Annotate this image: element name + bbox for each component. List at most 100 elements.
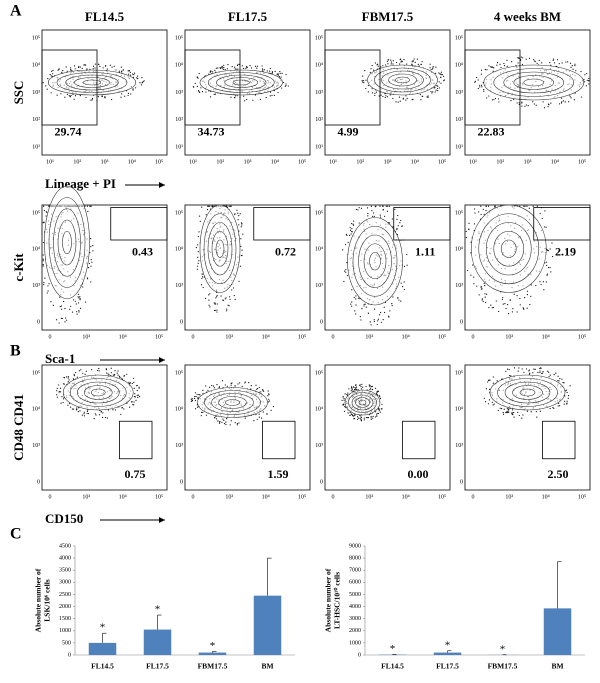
flow-y-tick: 10⁴ bbox=[455, 407, 463, 413]
y-tick-label: 0 bbox=[358, 652, 361, 658]
event-dot bbox=[370, 418, 372, 421]
event-dot bbox=[214, 303, 216, 305]
significance: * bbox=[210, 640, 216, 652]
event-dot bbox=[382, 208, 384, 211]
contour bbox=[76, 381, 120, 404]
event-dot bbox=[79, 66, 81, 68]
event-dot bbox=[79, 296, 81, 298]
event-dot bbox=[87, 409, 89, 411]
event-dot bbox=[521, 368, 523, 370]
event-dot bbox=[81, 67, 83, 69]
event-dot bbox=[361, 81, 364, 83]
event-dot bbox=[521, 105, 523, 107]
event-dot bbox=[194, 392, 197, 394]
flow-x-tick: 10⁵ bbox=[298, 159, 306, 165]
event-dot bbox=[56, 396, 58, 398]
event-dot bbox=[50, 301, 52, 303]
event-dot bbox=[90, 238, 92, 240]
x-tick-label: FL17.5 bbox=[146, 662, 169, 671]
event-dot bbox=[502, 303, 504, 305]
event-dot bbox=[200, 415, 202, 417]
event-dot bbox=[397, 297, 399, 299]
event-dot bbox=[342, 396, 344, 398]
event-dot bbox=[66, 93, 68, 95]
event-dot bbox=[398, 96, 401, 98]
event-dot bbox=[269, 67, 271, 70]
event-dot bbox=[127, 94, 129, 97]
contour bbox=[395, 76, 410, 84]
event-dot bbox=[137, 396, 139, 399]
event-dot bbox=[488, 306, 490, 309]
event-dot bbox=[91, 261, 93, 263]
event-dot bbox=[379, 397, 382, 400]
event-dot bbox=[356, 418, 359, 421]
event-dot bbox=[396, 218, 398, 220]
event-dot bbox=[56, 387, 58, 390]
event-dot bbox=[377, 412, 380, 415]
flow-y-tick: 0 bbox=[320, 319, 323, 325]
event-dot bbox=[43, 205, 45, 207]
event-dot bbox=[197, 244, 199, 246]
event-dot bbox=[386, 210, 389, 212]
flow-plot: 34.73 10¹ 10² 10³ 10⁴ 10⁵ 10¹ 10² 10³ 10⁴ 10⁵ bbox=[175, 29, 311, 165]
event-dot bbox=[117, 370, 119, 372]
event-dot bbox=[66, 70, 68, 72]
event-dot bbox=[493, 403, 495, 405]
event-dot bbox=[230, 383, 232, 385]
event-dot bbox=[507, 313, 510, 315]
event-dot bbox=[543, 289, 545, 291]
event-dot bbox=[129, 71, 131, 74]
event-dot bbox=[52, 69, 54, 72]
event-dot bbox=[397, 214, 399, 217]
contour bbox=[489, 374, 566, 411]
event-dot bbox=[541, 62, 543, 64]
event-dot bbox=[87, 412, 90, 415]
flow-y-tick: 10⁴ bbox=[175, 407, 183, 413]
event-dot bbox=[549, 61, 551, 64]
flow-y-tick: 10⁵ bbox=[315, 210, 323, 216]
event-dot bbox=[244, 381, 246, 383]
flow-y-tick: 0 bbox=[320, 479, 323, 485]
event-dot bbox=[473, 276, 475, 278]
event-dot bbox=[223, 67, 225, 69]
event-dot bbox=[387, 63, 389, 65]
event-dot bbox=[503, 62, 505, 65]
event-dot bbox=[130, 93, 132, 95]
event-dot bbox=[236, 64, 239, 67]
event-dot bbox=[344, 393, 346, 395]
event-dot bbox=[485, 205, 487, 207]
event-dot bbox=[358, 222, 360, 224]
event-dot bbox=[491, 307, 493, 309]
event-dot bbox=[285, 83, 287, 85]
contour bbox=[352, 225, 398, 297]
event-dot bbox=[134, 87, 137, 89]
event-dot bbox=[430, 68, 432, 71]
event-dot bbox=[225, 423, 227, 426]
event-dot bbox=[242, 233, 244, 235]
event-dot bbox=[45, 85, 47, 87]
event-dot bbox=[207, 205, 210, 207]
event-dot bbox=[227, 64, 229, 66]
event-dot bbox=[420, 99, 422, 101]
contour bbox=[493, 230, 525, 267]
event-dot bbox=[199, 394, 201, 396]
flow-x-tick: 0 bbox=[49, 334, 52, 340]
event-dot bbox=[241, 385, 243, 387]
event-dot bbox=[267, 401, 270, 403]
row-x-label: CD150 bbox=[45, 511, 83, 526]
event-dot bbox=[77, 411, 79, 413]
event-dot bbox=[532, 372, 534, 374]
event-dot bbox=[218, 422, 221, 424]
event-dot bbox=[43, 241, 45, 244]
contour bbox=[358, 234, 392, 288]
event-dot bbox=[239, 265, 242, 267]
event-dot bbox=[114, 409, 117, 411]
event-dot bbox=[208, 294, 210, 296]
event-dot bbox=[60, 305, 63, 307]
event-dot bbox=[558, 63, 560, 65]
event-dot bbox=[396, 229, 398, 231]
event-dot bbox=[344, 270, 346, 272]
event-dot bbox=[209, 96, 212, 98]
event-dot bbox=[468, 222, 470, 225]
event-dot bbox=[556, 59, 559, 61]
